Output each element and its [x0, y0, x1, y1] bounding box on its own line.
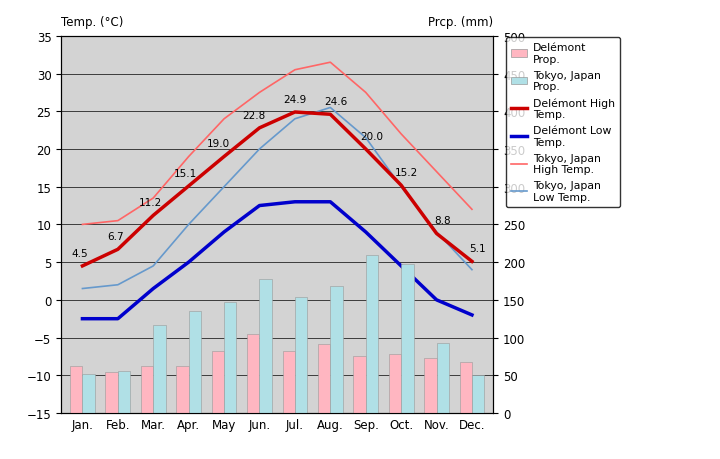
Bar	[354, 357, 366, 413]
Bar	[153, 325, 166, 413]
Bar	[141, 366, 153, 413]
Text: Temp. (°C): Temp. (°C)	[61, 16, 124, 29]
Bar	[118, 371, 130, 413]
Text: 15.2: 15.2	[395, 168, 418, 178]
Text: 20.0: 20.0	[360, 131, 383, 141]
Bar	[401, 265, 413, 413]
Bar	[259, 279, 272, 413]
Bar	[318, 344, 330, 413]
Text: 8.8: 8.8	[433, 216, 451, 226]
Bar	[295, 297, 307, 413]
Bar	[424, 358, 436, 413]
Text: 11.2: 11.2	[139, 197, 162, 207]
Bar	[70, 366, 83, 413]
Bar	[282, 352, 295, 413]
Bar	[366, 255, 378, 413]
Bar	[176, 366, 189, 413]
Text: 5.1: 5.1	[469, 244, 486, 253]
Text: Prcp. (mm): Prcp. (mm)	[428, 16, 493, 29]
Bar	[330, 286, 343, 413]
Bar	[212, 352, 224, 413]
Text: 24.9: 24.9	[283, 95, 307, 105]
Bar	[224, 302, 236, 413]
Bar	[389, 354, 401, 413]
Bar	[189, 312, 201, 413]
Bar	[83, 374, 95, 413]
Legend: Delémont
Prop., Tokyo, Japan
Prop., Delémont High
Temp., Delémont Low
Temp., Tok: Delémont Prop., Tokyo, Japan Prop., Delé…	[506, 38, 621, 208]
Text: 24.6: 24.6	[324, 97, 348, 106]
Text: 6.7: 6.7	[107, 231, 123, 241]
Text: 22.8: 22.8	[243, 110, 266, 120]
Bar	[105, 372, 118, 413]
Text: 4.5: 4.5	[71, 248, 88, 258]
Text: 19.0: 19.0	[207, 139, 230, 149]
Bar	[436, 343, 449, 413]
Bar	[459, 362, 472, 413]
Bar	[472, 375, 485, 413]
Text: 15.1: 15.1	[174, 168, 197, 178]
Bar	[247, 334, 259, 413]
